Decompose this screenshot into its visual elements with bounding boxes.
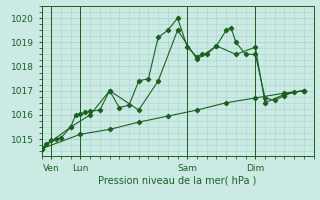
X-axis label: Pression niveau de la mer( hPa ): Pression niveau de la mer( hPa ) — [99, 175, 257, 185]
